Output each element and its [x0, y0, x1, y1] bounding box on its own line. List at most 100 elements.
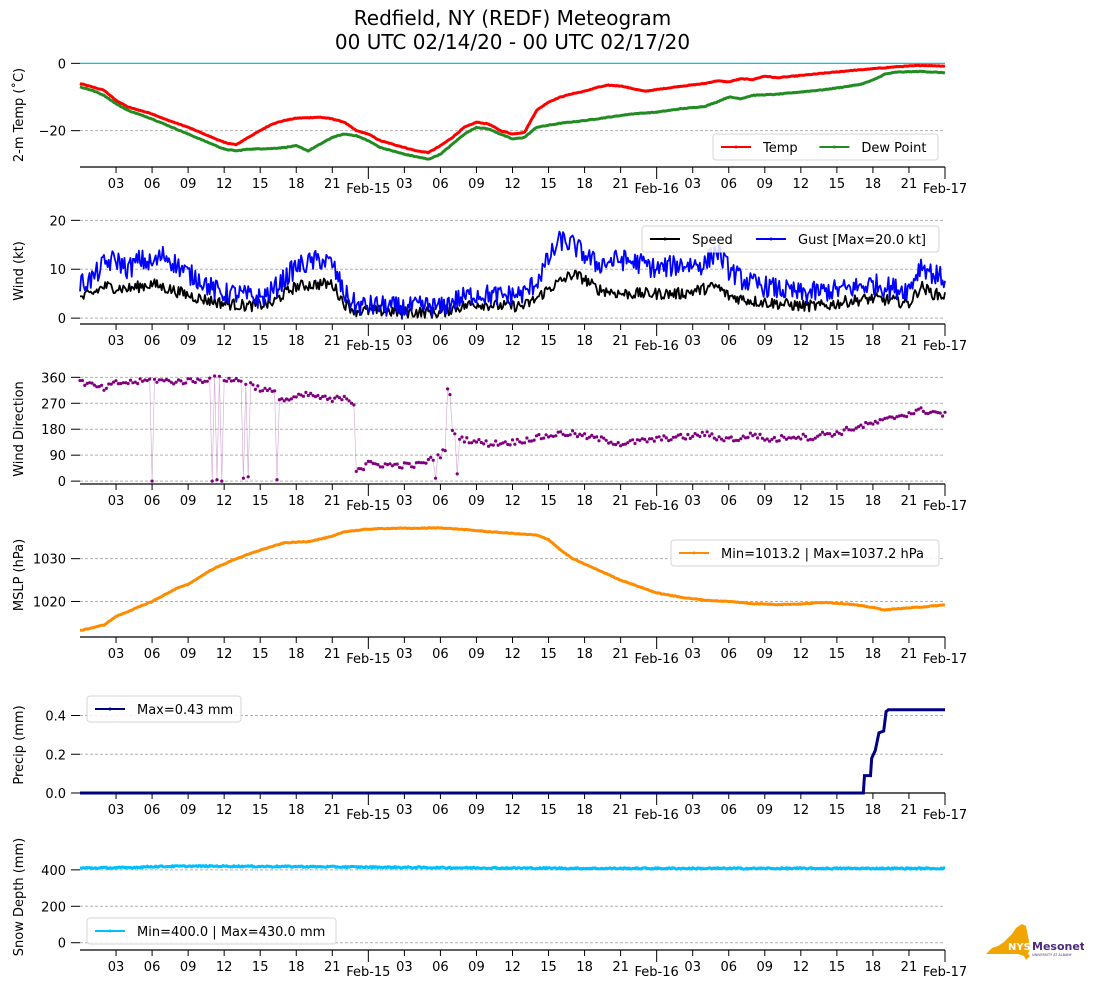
- data-point: [695, 433, 700, 437]
- data-point: [316, 393, 320, 398]
- data-point: [732, 439, 736, 443]
- data-point: [679, 432, 683, 436]
- data-point: [780, 434, 784, 438]
- x-tick-label: 03: [396, 494, 413, 509]
- series-precip: [80, 708, 945, 795]
- data-point: [263, 386, 267, 390]
- x-tick-label: 18: [865, 647, 882, 662]
- data-point: [568, 433, 572, 437]
- data-point: [301, 394, 306, 398]
- data-point: [688, 436, 692, 440]
- x-tick-label: 03: [108, 334, 125, 349]
- data-point: [390, 464, 394, 468]
- x-tick-label: 09: [757, 334, 774, 349]
- data-point: [604, 438, 608, 442]
- series-speed: [79, 269, 946, 319]
- data-point: [90, 381, 94, 385]
- data-point: [292, 395, 296, 399]
- data-point: [376, 463, 380, 467]
- data-point: [619, 444, 623, 448]
- data-point: [167, 379, 171, 383]
- logo-university-text: UNIVERSITY AT ALBANY: [1032, 953, 1073, 957]
- data-point: [472, 439, 476, 443]
- data-point: [816, 434, 820, 438]
- data-point: [739, 437, 743, 441]
- data-point: [748, 431, 753, 435]
- x-tick-label: 03: [108, 494, 125, 509]
- data-point: [607, 441, 611, 445]
- x-tick-label: 03: [684, 960, 701, 975]
- x-tick-label: 06: [720, 647, 737, 662]
- data-point: [424, 461, 428, 465]
- x-tick-label: 21: [901, 647, 918, 662]
- x-tick-label: Feb-17: [923, 339, 967, 354]
- data-point: [364, 462, 368, 466]
- data-point: [369, 460, 373, 464]
- legend-precip: Max=0.43 mm: [86, 695, 242, 723]
- y-tick-label: 1020: [33, 595, 66, 610]
- data-point: [217, 374, 221, 378]
- data-point: [467, 441, 471, 445]
- data-point: [410, 465, 414, 469]
- data-point: [234, 376, 238, 381]
- x-tick-label: 06: [432, 803, 449, 818]
- x-tick-label: 21: [901, 334, 918, 349]
- data-point: [251, 383, 255, 387]
- data-point: [311, 394, 315, 398]
- data-point: [412, 465, 416, 469]
- legend-temp: Temp Dew Point: [712, 133, 939, 161]
- data-point: [573, 432, 577, 436]
- data-point: [97, 385, 101, 389]
- x-tick-label: 03: [684, 494, 701, 509]
- x-tick-label: 09: [468, 960, 485, 975]
- data-point: [261, 389, 265, 393]
- x-tick-label: 12: [504, 647, 521, 662]
- data-point: [513, 442, 517, 446]
- data-point: [892, 416, 897, 421]
- data-point: [768, 439, 772, 443]
- data-point: [441, 448, 445, 452]
- x-tick-label: 21: [324, 177, 341, 192]
- data-point: [936, 411, 940, 415]
- x-tick-label: 12: [216, 647, 233, 662]
- data-point: [719, 437, 724, 441]
- data-point: [563, 433, 568, 438]
- data-point: [703, 433, 707, 438]
- data-point: [345, 397, 349, 401]
- data-point: [705, 430, 709, 434]
- data-point: [256, 384, 260, 388]
- data-point: [407, 462, 411, 466]
- data-point: [813, 436, 817, 440]
- x-tick-label: 03: [396, 960, 413, 975]
- x-tick-label: 03: [396, 803, 413, 818]
- data-point: [522, 441, 527, 445]
- x-tick-label: 09: [468, 647, 485, 662]
- x-tick-label: 06: [144, 177, 161, 192]
- data-point: [715, 438, 719, 442]
- data-point: [712, 436, 716, 440]
- data-point: [287, 398, 291, 402]
- x-tick-label: Feb-17: [923, 499, 967, 514]
- data-point: [200, 380, 205, 385]
- data-point: [282, 399, 286, 403]
- data-point: [160, 378, 164, 382]
- data-point: [698, 434, 702, 439]
- x-tick-label: 03: [108, 177, 125, 192]
- data-point: [448, 393, 452, 397]
- data-point: [383, 462, 387, 466]
- data-point: [333, 396, 337, 400]
- x-tick-label: 18: [865, 334, 882, 349]
- x-tick-label: 21: [612, 494, 629, 509]
- legend-label: Min=400.0 | Max=430.0 mm: [137, 925, 325, 940]
- data-point: [109, 382, 113, 386]
- data-point: [371, 461, 375, 465]
- x-tick-label: 15: [252, 960, 269, 975]
- data-point: [229, 379, 233, 383]
- x-tick-label: 21: [901, 494, 918, 509]
- data-point: [299, 393, 303, 397]
- data-point: [265, 388, 269, 393]
- legend-marker: [734, 145, 738, 149]
- data-point: [518, 440, 522, 444]
- data-point: [148, 377, 152, 381]
- data-point: [347, 399, 351, 403]
